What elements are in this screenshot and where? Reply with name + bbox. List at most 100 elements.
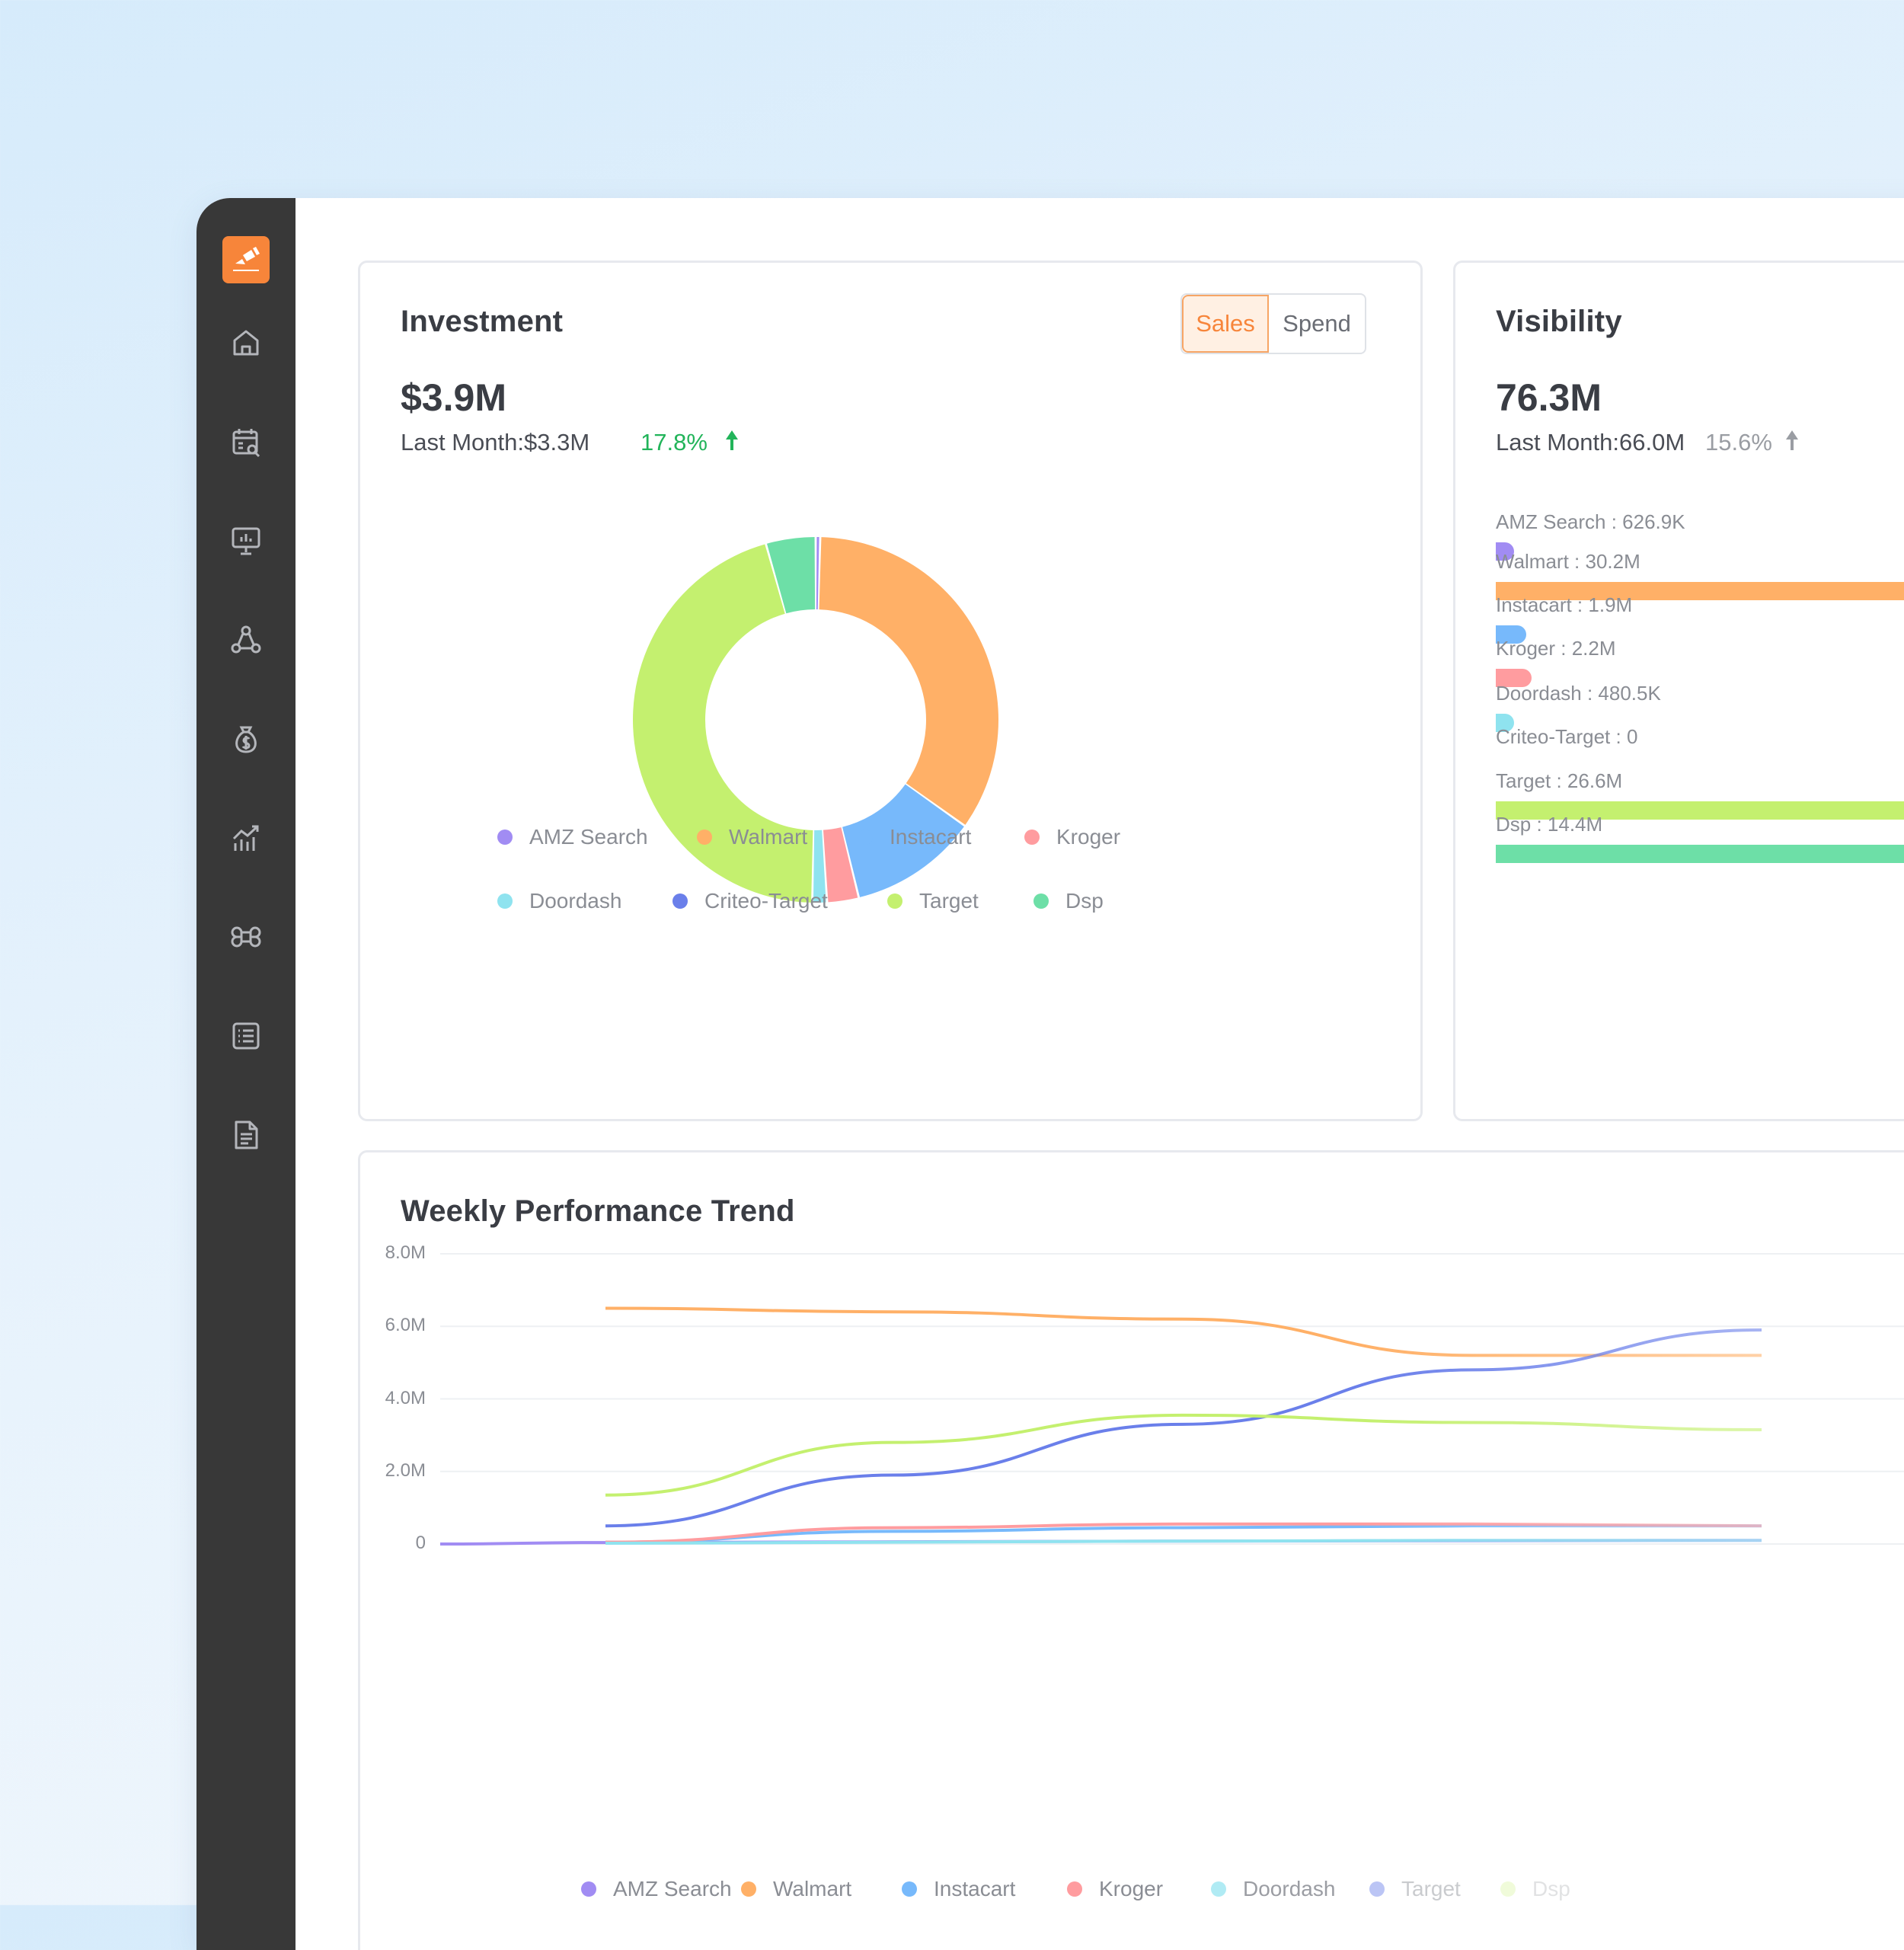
legend-label: Walmart: [773, 1877, 852, 1900]
donut-slice-amz-search[interactable]: [816, 537, 819, 610]
legend-label: Dsp: [1532, 1877, 1570, 1900]
donut-slice-dsp[interactable]: [767, 537, 816, 614]
trend-legend-doordash[interactable]: Doordash: [1211, 1877, 1335, 1901]
legend-item-kroger[interactable]: Kroger: [1024, 825, 1120, 849]
trend-legend-amz-search[interactable]: AMZ Search: [581, 1877, 732, 1901]
donut-slice-instacart[interactable]: [842, 784, 964, 897]
legend-dot: [1500, 1881, 1516, 1897]
spend-tab[interactable]: Spend: [1283, 310, 1351, 337]
visibility-bar[interactable]: [1496, 582, 1904, 600]
nav-command[interactable]: [225, 916, 267, 958]
trend-legend-target[interactable]: Target: [1369, 1877, 1461, 1901]
nav-home[interactable]: [225, 321, 267, 364]
legend-label: Walmart: [729, 825, 808, 849]
legend-label: AMZ Search: [613, 1877, 732, 1900]
trend-legend-instacart[interactable]: Instacart: [902, 1877, 1015, 1901]
trend-line-kroger[interactable]: [605, 1522, 1762, 1544]
trend-legend-kroger[interactable]: Kroger: [1067, 1877, 1163, 1901]
legend-dot: [1033, 893, 1049, 909]
visibility-bar-label: AMZ Search : 626.9K: [1496, 510, 1685, 533]
visibility-bar[interactable]: [1496, 542, 1514, 561]
visibility-title: Visibility: [1496, 305, 1622, 338]
donut-slice-doordash[interactable]: [813, 830, 826, 903]
network-icon: [231, 625, 261, 654]
nav-calendar[interactable]: [225, 420, 267, 463]
trend-legend-walmart[interactable]: Walmart: [741, 1877, 851, 1901]
visibility-bar[interactable]: [1496, 714, 1514, 732]
sales-tab[interactable]: Sales: [1182, 295, 1269, 353]
donut-slice-target[interactable]: [632, 544, 813, 903]
visibility-bar[interactable]: [1496, 845, 1904, 863]
legend-label: Kroger: [1056, 825, 1121, 849]
legend-label: Target: [1401, 1877, 1461, 1900]
legend-dot: [902, 1881, 917, 1897]
arrow-up-icon: [1786, 430, 1798, 450]
sales-spend-toggle: Sales Spend: [1180, 293, 1366, 354]
legend-label: Doordash: [1243, 1877, 1336, 1900]
nav-document[interactable]: [225, 1114, 267, 1156]
visibility-bar-label: Instacart : 1.9M: [1496, 593, 1633, 616]
donut-slice-walmart[interactable]: [819, 537, 998, 825]
nav-presentation[interactable]: [225, 519, 267, 562]
visibility-bar-label: Criteo-Target : 0: [1496, 725, 1638, 748]
trend-line-target[interactable]: [605, 1328, 1762, 1528]
visibility-bar-label: Target : 26.6M: [1496, 769, 1623, 792]
donut-slice-kroger[interactable]: [823, 827, 858, 903]
legend-item-criteo-target[interactable]: Criteo-Target: [672, 889, 828, 913]
trend-legend-dsp[interactable]: Dsp: [1500, 1877, 1570, 1901]
legend-label: Criteo-Target: [704, 889, 828, 913]
visibility-change: 15.6%: [1705, 429, 1772, 456]
trend-line-walmart[interactable]: [605, 1306, 1762, 1357]
legend-item-target[interactable]: Target: [887, 889, 979, 913]
visibility-bar[interactable]: [1496, 801, 1904, 820]
visibility-last-month: Last Month:66.0M: [1496, 429, 1685, 456]
app-window: Investment Sales Spend $3.9M Last Month:…: [196, 198, 1904, 1950]
weekly-trend-chart: [439, 1253, 1904, 1546]
legend-label: AMZ Search: [529, 825, 648, 849]
legend-dot: [1211, 1881, 1226, 1897]
list-icon: [232, 1022, 260, 1050]
y-tick-label: 8.0M: [385, 1242, 426, 1263]
document-icon: [235, 1120, 258, 1149]
legend-dot: [1067, 1881, 1082, 1897]
trend-line-doordash[interactable]: [605, 1539, 1762, 1546]
visibility-bar-label: Walmart : 30.2M: [1496, 550, 1640, 573]
legend-dot: [858, 830, 873, 845]
y-tick-label: 6.0M: [385, 1315, 426, 1336]
legend-item-instacart[interactable]: Instacart: [858, 825, 971, 849]
nav-growth[interactable]: [225, 817, 267, 859]
legend-dot: [741, 1881, 756, 1897]
nav-network[interactable]: [225, 619, 267, 661]
nav-money[interactable]: [225, 718, 267, 760]
sidebar: [196, 198, 296, 1950]
legend-dot: [887, 893, 902, 909]
y-tick-label: 4.0M: [385, 1387, 426, 1408]
visibility-bar-label: Doordash : 480.5K: [1496, 682, 1661, 705]
visibility-bar-label: Dsp : 14.4M: [1496, 813, 1603, 836]
logo-icon: [233, 247, 260, 271]
visibility-bar-label: Kroger : 2.2M: [1496, 637, 1616, 660]
investment-change: 17.8%: [641, 429, 708, 456]
weekly-trend-title: Weekly Performance Trend: [401, 1194, 795, 1228]
legend-item-dsp[interactable]: Dsp: [1033, 889, 1104, 913]
app-logo[interactable]: [222, 236, 270, 283]
legend-dot: [697, 830, 712, 845]
trend-line-dsp[interactable]: [605, 1413, 1762, 1497]
legend-label: Dsp: [1065, 889, 1104, 913]
legend-item-walmart[interactable]: Walmart: [697, 825, 807, 849]
presentation-chart-icon: [232, 527, 260, 555]
legend-dot: [497, 893, 513, 909]
investment-card: Investment Sales Spend $3.9M Last Month:…: [358, 261, 1423, 1121]
legend-item-amz-search[interactable]: AMZ Search: [497, 825, 648, 849]
legend-label: Doordash: [529, 889, 622, 913]
visibility-value: 76.3M: [1496, 376, 1602, 419]
nav-list[interactable]: [225, 1015, 267, 1057]
y-tick-label: 0: [415, 1533, 426, 1553]
weekly-trend-card: Weekly Performance Trend 0 2.0M 4.0M 6.0M 8.…: [358, 1150, 1904, 1950]
visibility-bar[interactable]: [1496, 669, 1532, 687]
legend-item-doordash[interactable]: Doordash: [497, 889, 621, 913]
legend-dot: [581, 1881, 596, 1897]
visibility-bar[interactable]: [1496, 625, 1527, 644]
legend-label: Instacart: [890, 825, 972, 849]
legend-label: Kroger: [1099, 1877, 1164, 1900]
